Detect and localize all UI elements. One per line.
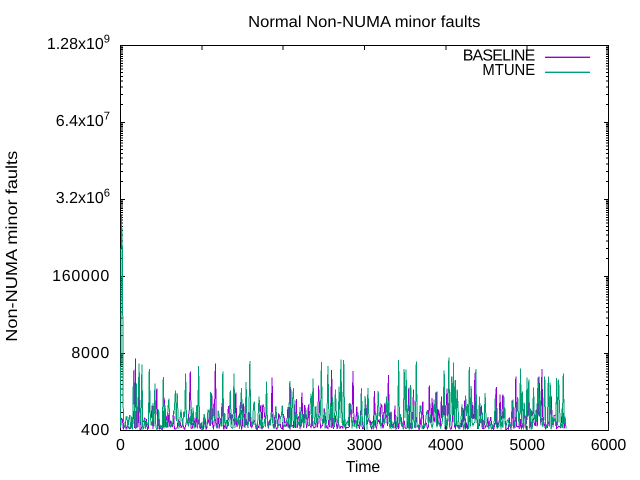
svg-text:5000: 5000 (509, 437, 545, 454)
svg-text:400: 400 (81, 422, 110, 439)
svg-text:8000: 8000 (71, 345, 110, 362)
svg-text:2000: 2000 (265, 437, 301, 454)
svg-text:160000: 160000 (52, 268, 110, 285)
svg-text:BASELINE: BASELINE (463, 48, 535, 65)
svg-text:6000: 6000 (591, 437, 627, 454)
svg-text:Normal Non-NUMA minor faults: Normal Non-NUMA minor faults (248, 14, 480, 31)
svg-text:6.4x107: 6.4x107 (56, 111, 110, 131)
svg-text:1.28x109: 1.28x109 (47, 34, 110, 54)
svg-text:4000: 4000 (428, 437, 464, 454)
svg-text:MTUNE: MTUNE (482, 62, 535, 79)
svg-text:3000: 3000 (347, 437, 383, 454)
svg-text:1000: 1000 (184, 437, 220, 454)
svg-text:Non-NUMA minor faults: Non-NUMA minor faults (4, 151, 21, 342)
svg-text:0: 0 (116, 437, 125, 454)
svg-text:3.2x106: 3.2x106 (56, 188, 110, 208)
svg-text:Time: Time (346, 459, 380, 476)
